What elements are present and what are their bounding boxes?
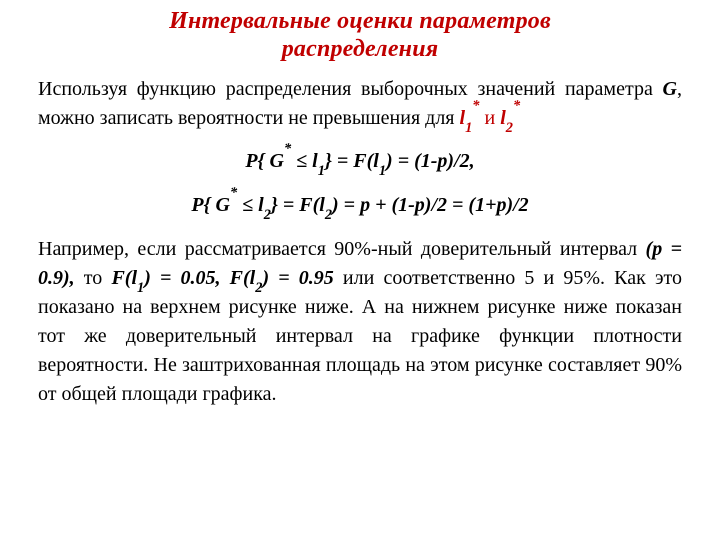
- ex-Fl2b: ) = 0.95: [262, 267, 333, 289]
- formula-2: P{ G* ≤ l2} = F(l2) = p + (1-p)/2 = (1+p…: [38, 191, 682, 219]
- title-line-2: распределения: [282, 36, 439, 62]
- f2-sup: *: [230, 185, 237, 201]
- ex-t1: Например, если рассматривается 90%-ный д…: [38, 238, 646, 260]
- f2-sub2: 2: [325, 207, 332, 223]
- intro-and: и: [479, 107, 500, 129]
- ex-Fl1a: F(l: [111, 267, 137, 289]
- f2-sub: 2: [264, 207, 271, 223]
- formula-1: P{ G* ≤ l1} = F(l1) = (1-p)/2,: [38, 147, 682, 175]
- ex-Fl1sub: 1: [137, 280, 144, 296]
- intro-text-1: Используя функцию распределения выборочн…: [38, 78, 663, 100]
- slide: Интервальные оценки параметров распредел…: [0, 0, 720, 540]
- title-line-1: Интервальные оценки параметров: [169, 8, 551, 34]
- f1-c: } = F(l: [325, 150, 379, 172]
- l2-sub: 2: [506, 120, 513, 136]
- f1-sub2: 1: [379, 163, 386, 179]
- ex-Fl2sub: 2: [255, 280, 262, 296]
- ex-Fl1b: ) = 0.05, F(l: [144, 267, 255, 289]
- page-title: Интервальные оценки параметров распредел…: [38, 8, 682, 63]
- symbol-l2star: l2*: [500, 107, 520, 129]
- f1-d: ) = (1-p)/2,: [386, 150, 475, 172]
- ex-t2: то: [75, 267, 112, 289]
- example-paragraph: Например, если рассматривается 90%-ный д…: [38, 235, 682, 409]
- l1-sup: *: [472, 98, 479, 114]
- ex-Fl1: F(l1) = 0.05, F(l2) = 0.95: [111, 267, 333, 289]
- intro-paragraph: Используя функцию распределения выборочн…: [38, 75, 682, 133]
- symbol-G: G: [663, 78, 677, 100]
- l2-base: l: [500, 107, 506, 129]
- l1-sub: 1: [465, 120, 472, 136]
- f2-b: ≤ l: [237, 194, 264, 216]
- f1-sub: 1: [318, 163, 325, 179]
- f1-b: ≤ l: [291, 150, 318, 172]
- l2-sup: *: [513, 98, 520, 114]
- f2-d: ) = p + (1-p)/2 = (1+p)/2: [332, 194, 529, 216]
- f1-sup: *: [284, 141, 291, 157]
- f2-a: P{ G: [191, 194, 230, 216]
- f2-c: } = F(l: [271, 194, 325, 216]
- f1-a: P{ G: [245, 150, 284, 172]
- symbol-l1star: l1*: [460, 107, 480, 129]
